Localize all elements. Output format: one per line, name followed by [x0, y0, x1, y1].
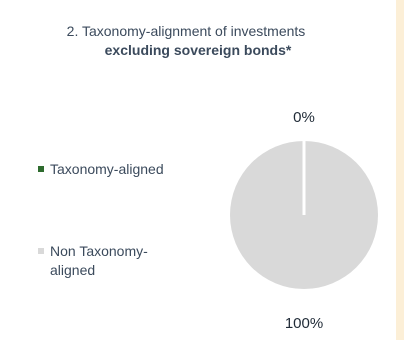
legend-label-text: Taxonomy-aligned	[50, 161, 164, 177]
legend-item-non-taxonomy-aligned: Non Taxonomy- aligned	[38, 242, 148, 280]
data-label-taxonomy-aligned: 0%	[293, 109, 315, 126]
legend-swatch-taxonomy-aligned	[38, 166, 44, 172]
legend-label-non-taxonomy-aligned: Non Taxonomy- aligned	[50, 242, 148, 280]
chart-title-line-2: excluding sovereign bonds*	[104, 42, 292, 58]
chart-title-line-1: 2. Taxonomy-alignment of investments	[66, 23, 306, 39]
legend-label-taxonomy-aligned: Taxonomy-aligned	[50, 160, 164, 179]
chart-title: 2. Taxonomy-alignment of investments exc…	[0, 22, 396, 60]
legend-label-text-line-1: Non Taxonomy-	[50, 243, 148, 259]
legend-label-text-line-2: aligned	[50, 262, 96, 278]
legend-swatch-non-taxonomy-aligned	[38, 248, 44, 254]
data-label-non-taxonomy: 100%	[285, 315, 323, 332]
legend-item-taxonomy-aligned: Taxonomy-aligned	[38, 160, 164, 179]
